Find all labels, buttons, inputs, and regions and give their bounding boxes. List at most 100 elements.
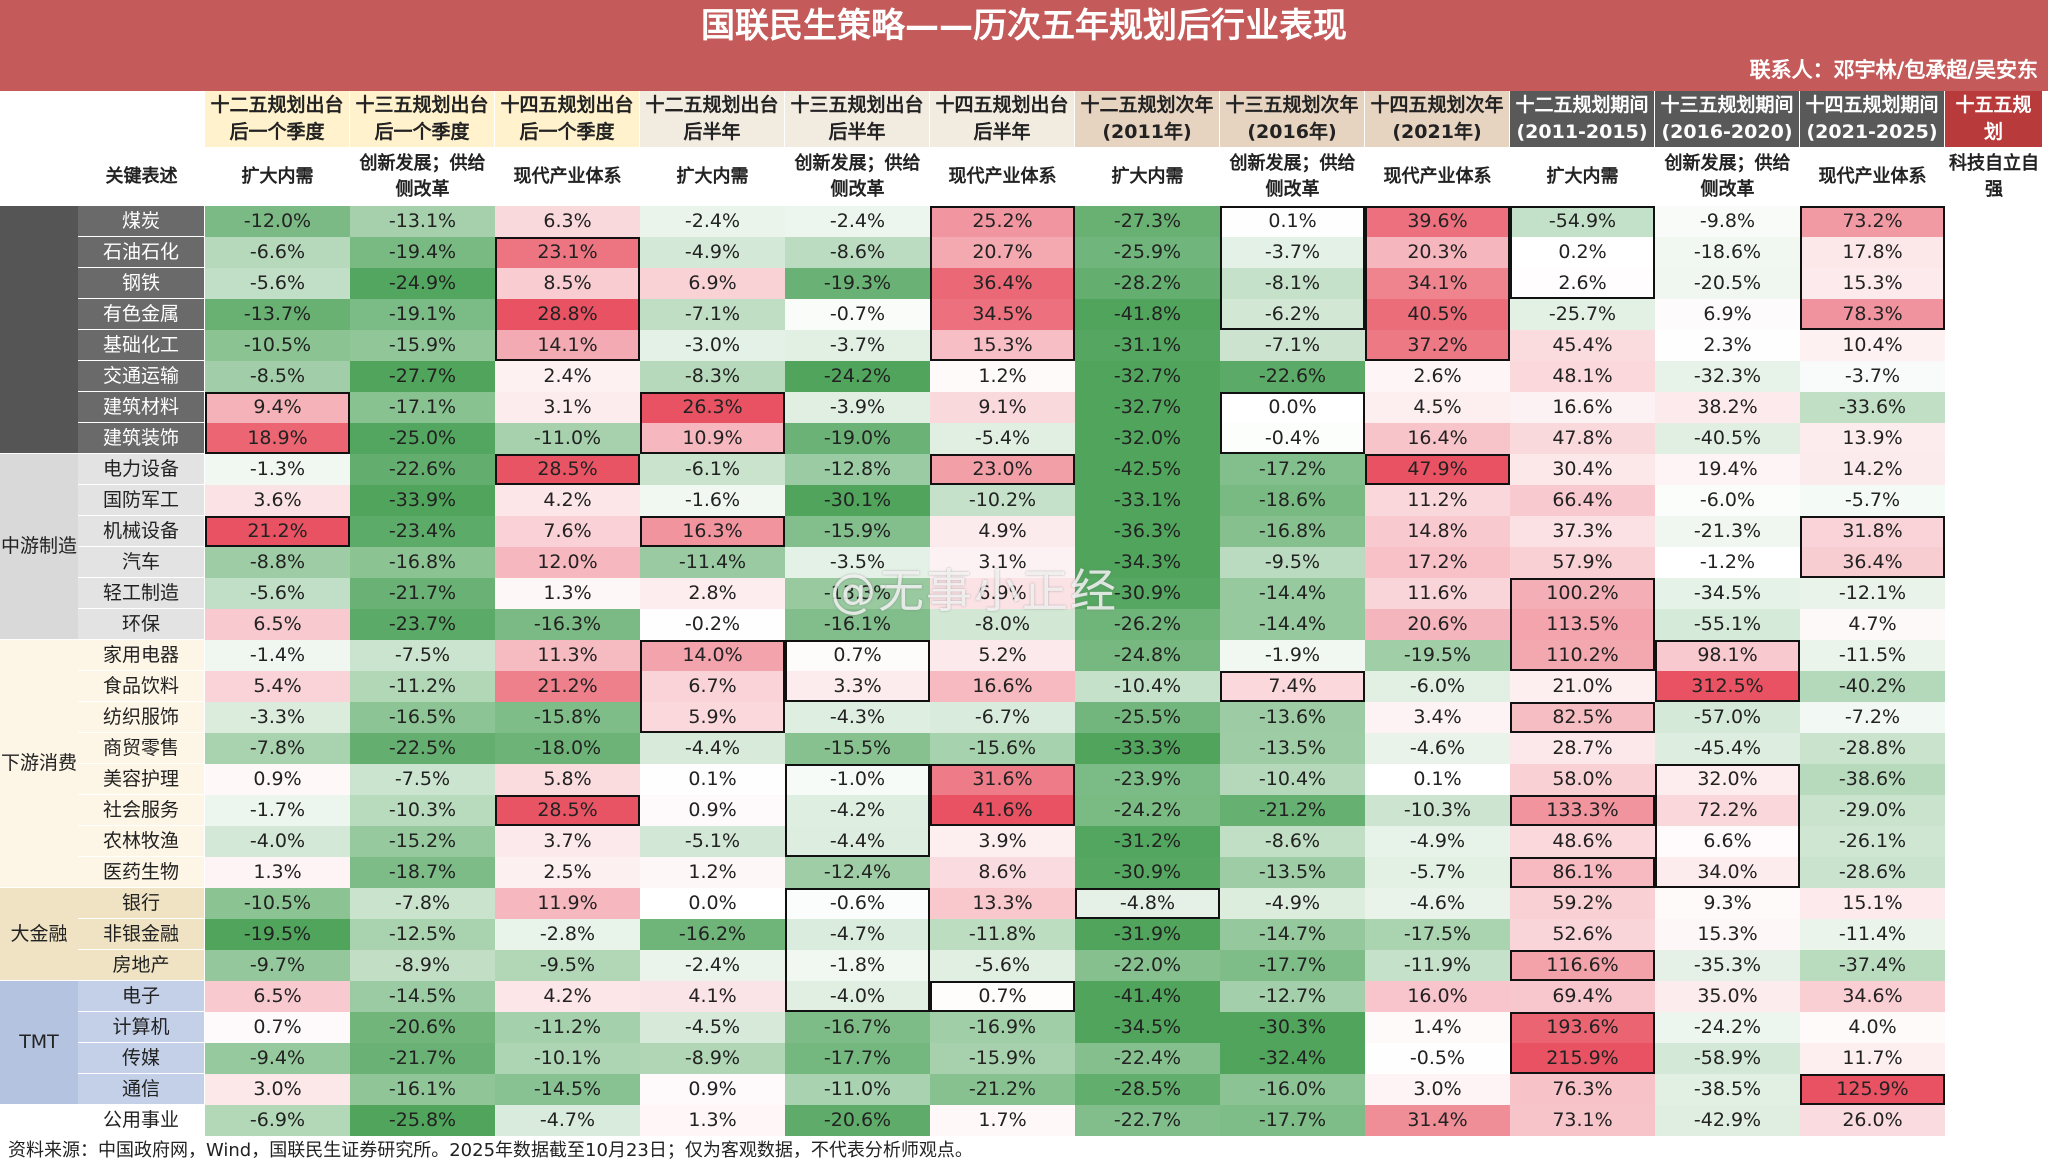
value-cell: 0.9% xyxy=(640,1074,785,1105)
value-cell-empty xyxy=(1945,578,2043,609)
value-cell: 69.4% xyxy=(1510,981,1655,1012)
value-cell: -13.1% xyxy=(350,206,495,237)
column-header-line2: 后半年 xyxy=(828,121,886,143)
value-cell-empty xyxy=(1945,1012,2043,1043)
value-cell: 16.6% xyxy=(930,671,1075,702)
value-cell: 3.7% xyxy=(495,826,640,857)
value-cell: 2.5% xyxy=(495,857,640,888)
value-cell: -35.3% xyxy=(1655,950,1800,981)
industry-name: 银行 xyxy=(78,888,205,919)
value-cell: 31.8% xyxy=(1800,516,1945,547)
value-cell: 0.1% xyxy=(1365,764,1510,795)
value-cell: -4.2% xyxy=(785,795,930,826)
value-cell: 0.9% xyxy=(640,795,785,826)
value-cell: -20.6% xyxy=(350,1012,495,1043)
value-cell: -15.9% xyxy=(350,330,495,361)
value-cell: -3.7% xyxy=(1220,237,1365,268)
value-cell: -4.6% xyxy=(1365,888,1510,919)
industry-name: 国防军工 xyxy=(78,485,205,516)
value-cell: 34.5% xyxy=(930,299,1075,330)
value-cell: -8.6% xyxy=(785,237,930,268)
value-cell: -22.0% xyxy=(1075,950,1220,981)
value-cell: -5.6% xyxy=(205,268,350,299)
value-cell: 30.4% xyxy=(1510,454,1655,485)
column-keyword: 扩大内需 xyxy=(241,165,314,187)
column-header: 十三五规划次年 (2016年) xyxy=(1220,91,1365,147)
value-cell: 21.0% xyxy=(1510,671,1655,702)
value-cell: -5.7% xyxy=(1365,857,1510,888)
value-cell: -55.1% xyxy=(1655,609,1800,640)
column-header-line2: (2016年) xyxy=(1247,121,1337,143)
value-cell: -8.9% xyxy=(640,1043,785,1074)
value-cell: 3.6% xyxy=(205,485,350,516)
value-cell: -4.4% xyxy=(785,826,930,857)
value-cell-empty xyxy=(1945,888,2043,919)
value-cell: 12.0% xyxy=(495,547,640,578)
value-cell: -11.0% xyxy=(495,423,640,454)
value-cell: 52.6% xyxy=(1510,919,1655,950)
value-cell: -16.0% xyxy=(1220,1074,1365,1105)
value-cell: -12.5% xyxy=(350,919,495,950)
industry-name: 基础化工 xyxy=(78,330,205,361)
value-cell: -22.5% xyxy=(350,733,495,764)
value-cell: -25.9% xyxy=(1075,237,1220,268)
value-cell: 0.1% xyxy=(1220,206,1365,237)
value-cell: -37.4% xyxy=(1800,950,1945,981)
value-cell: 15.1% xyxy=(1800,888,1945,919)
value-cell: 1.2% xyxy=(930,361,1075,392)
value-cell: 3.1% xyxy=(930,547,1075,578)
value-cell-empty xyxy=(1945,423,2043,454)
value-cell: -25.0% xyxy=(350,423,495,454)
value-cell: 312.5% xyxy=(1655,671,1800,702)
value-cell: -14.5% xyxy=(350,981,495,1012)
group-label: 下游消费 xyxy=(0,640,78,888)
value-cell: 1.2% xyxy=(640,857,785,888)
value-cell-empty xyxy=(1945,454,2043,485)
column-keyword: 扩大内需 xyxy=(676,165,749,187)
value-cell: -1.6% xyxy=(640,485,785,516)
value-cell: -15.9% xyxy=(785,516,930,547)
value-cell: -42.5% xyxy=(1075,454,1220,485)
value-cell: -10.2% xyxy=(930,485,1075,516)
value-cell: -8.6% xyxy=(1220,826,1365,857)
value-cell-empty xyxy=(1945,919,2043,950)
value-cell: 5.4% xyxy=(205,671,350,702)
value-cell: -6.2% xyxy=(1220,299,1365,330)
value-cell: -22.6% xyxy=(350,454,495,485)
value-cell: -18.7% xyxy=(350,857,495,888)
industry-name: 电力设备 xyxy=(78,454,205,485)
value-cell: 4.5% xyxy=(1365,392,1510,423)
value-cell: 39.6% xyxy=(1365,206,1510,237)
value-cell: -1.8% xyxy=(785,950,930,981)
value-cell: -42.9% xyxy=(1655,1105,1800,1136)
value-cell: -28.5% xyxy=(1075,1074,1220,1105)
value-cell-empty xyxy=(1945,485,2043,516)
value-cell: 98.1% xyxy=(1655,640,1800,671)
value-cell: -40.2% xyxy=(1800,671,1945,702)
value-cell: -7.8% xyxy=(350,888,495,919)
value-cell: 73.1% xyxy=(1510,1105,1655,1136)
value-cell: -12.1% xyxy=(1800,578,1945,609)
column-header: 十四五规划出台 后半年 xyxy=(930,91,1075,147)
value-cell: 20.3% xyxy=(1365,237,1510,268)
value-cell: -0.6% xyxy=(785,888,930,919)
value-cell: -30.3% xyxy=(1220,1012,1365,1043)
industry-name: 机械设备 xyxy=(78,516,205,547)
value-cell: 10.4% xyxy=(1800,330,1945,361)
value-cell: -10.1% xyxy=(495,1043,640,1074)
column-header: 十二五规划出台 后半年 xyxy=(640,91,785,147)
value-cell: -30.1% xyxy=(785,485,930,516)
value-cell: 82.5% xyxy=(1510,702,1655,733)
value-cell: -19.5% xyxy=(1365,640,1510,671)
value-cell: -32.7% xyxy=(1075,392,1220,423)
value-cell: -11.5% xyxy=(1800,640,1945,671)
value-cell: 28.7% xyxy=(1510,733,1655,764)
value-cell: -14.7% xyxy=(1220,919,1365,950)
industry-name: 钢铁 xyxy=(78,268,205,299)
value-cell: 5.2% xyxy=(930,640,1075,671)
value-cell: -22.4% xyxy=(1075,1043,1220,1074)
industry-name: 煤炭 xyxy=(78,206,205,237)
value-cell: -32.7% xyxy=(1075,361,1220,392)
value-cell: -3.5% xyxy=(785,547,930,578)
value-cell: 16.6% xyxy=(1510,392,1655,423)
